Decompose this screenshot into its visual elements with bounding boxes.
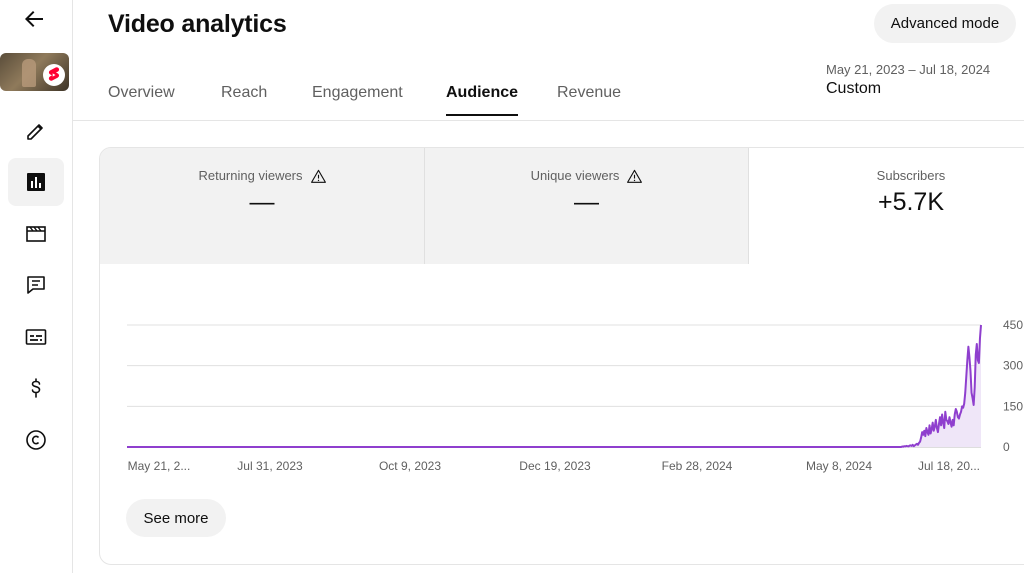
advanced-mode-button[interactable]: Advanced mode: [874, 4, 1016, 43]
tab-engagement[interactable]: Engagement: [312, 84, 403, 101]
metric-label: Unique viewers: [530, 168, 620, 183]
x-tick-label: May 21, 2...: [128, 459, 191, 473]
x-tick-label: Oct 9, 2023: [379, 459, 441, 473]
copyright-icon: [26, 430, 46, 450]
warning-icon[interactable]: [310, 169, 326, 183]
x-tick-label: Jul 18, 20...: [918, 459, 980, 473]
sidebar-item-editor[interactable]: [8, 210, 64, 258]
audience-card: Returning viewers — Unique viewers — Sub…: [99, 147, 1024, 565]
metric-returning-viewers[interactable]: Returning viewers —: [100, 148, 425, 264]
series-line: [127, 324, 982, 448]
metric-label: Returning viewers: [198, 168, 303, 183]
back-button[interactable]: [14, 2, 54, 36]
tab-reach[interactable]: Reach: [221, 84, 268, 101]
y-tick-label: 450: [1003, 318, 1023, 332]
series-area: [127, 325, 981, 447]
editor-icon: [26, 226, 46, 242]
sidebar: [0, 0, 73, 573]
x-tick-label: Feb 28, 2024: [662, 459, 733, 473]
sidebar-item-details[interactable]: [8, 107, 64, 155]
sidebar-item-comments[interactable]: [8, 261, 64, 309]
thumbnail-figure: [22, 59, 36, 87]
x-tick-label: May 8, 2024: [806, 459, 872, 473]
metric-subscribers[interactable]: Subscribers +5.7K: [749, 148, 1024, 264]
metric-value: —: [249, 188, 275, 216]
see-more-button[interactable]: See more: [126, 499, 226, 537]
metric-label-container: Unique viewers: [425, 168, 748, 183]
comments-icon: [27, 276, 45, 294]
monetization-icon: [31, 378, 41, 398]
tab-audience[interactable]: Audience: [446, 84, 519, 116]
date-range[interactable]: May 21, 2023 – Jul 18, 2024: [826, 62, 991, 77]
edit-icon: [27, 124, 43, 140]
metric-unique-viewers[interactable]: Unique viewers —: [425, 148, 749, 264]
sidebar-item-subtitles[interactable]: [8, 313, 64, 361]
arrow-back-icon: [25, 11, 43, 27]
x-tick-label: Jul 31, 2023: [237, 459, 303, 473]
metric-value: —: [574, 188, 599, 216]
metric-label: Subscribers: [876, 168, 946, 183]
sidebar-item-copyright[interactable]: [8, 416, 64, 464]
y-tick-label: 0: [1003, 440, 1010, 454]
warning-icon[interactable]: [627, 169, 643, 183]
y-tick-label: 300: [1003, 359, 1023, 373]
metric-label-container: Returning viewers: [100, 168, 424, 183]
metric-label-container: Subscribers: [749, 168, 1024, 183]
sidebar-item-monetization[interactable]: [8, 364, 64, 412]
video-thumbnail[interactable]: [0, 53, 69, 91]
sidebar-item-analytics[interactable]: [8, 158, 64, 206]
subtitles-icon: [25, 329, 47, 345]
x-tick-label: Dec 19, 2023: [519, 459, 591, 473]
tab-revenue[interactable]: Revenue: [557, 84, 622, 101]
header-divider: [73, 120, 1024, 121]
date-preset[interactable]: Custom: [826, 80, 882, 97]
analytics-icon: [27, 173, 45, 191]
subscribers-chart: 450 300 150 0 May 21, 2... Jul 31, 2023 Oct 9,…: [127, 318, 1023, 473]
y-tick-label: 150: [1003, 399, 1023, 413]
tab-overview[interactable]: Overview: [108, 84, 175, 101]
metric-value: +5.7K: [877, 188, 945, 216]
page-title: Video analytics: [108, 10, 287, 38]
shorts-icon: [43, 64, 65, 86]
